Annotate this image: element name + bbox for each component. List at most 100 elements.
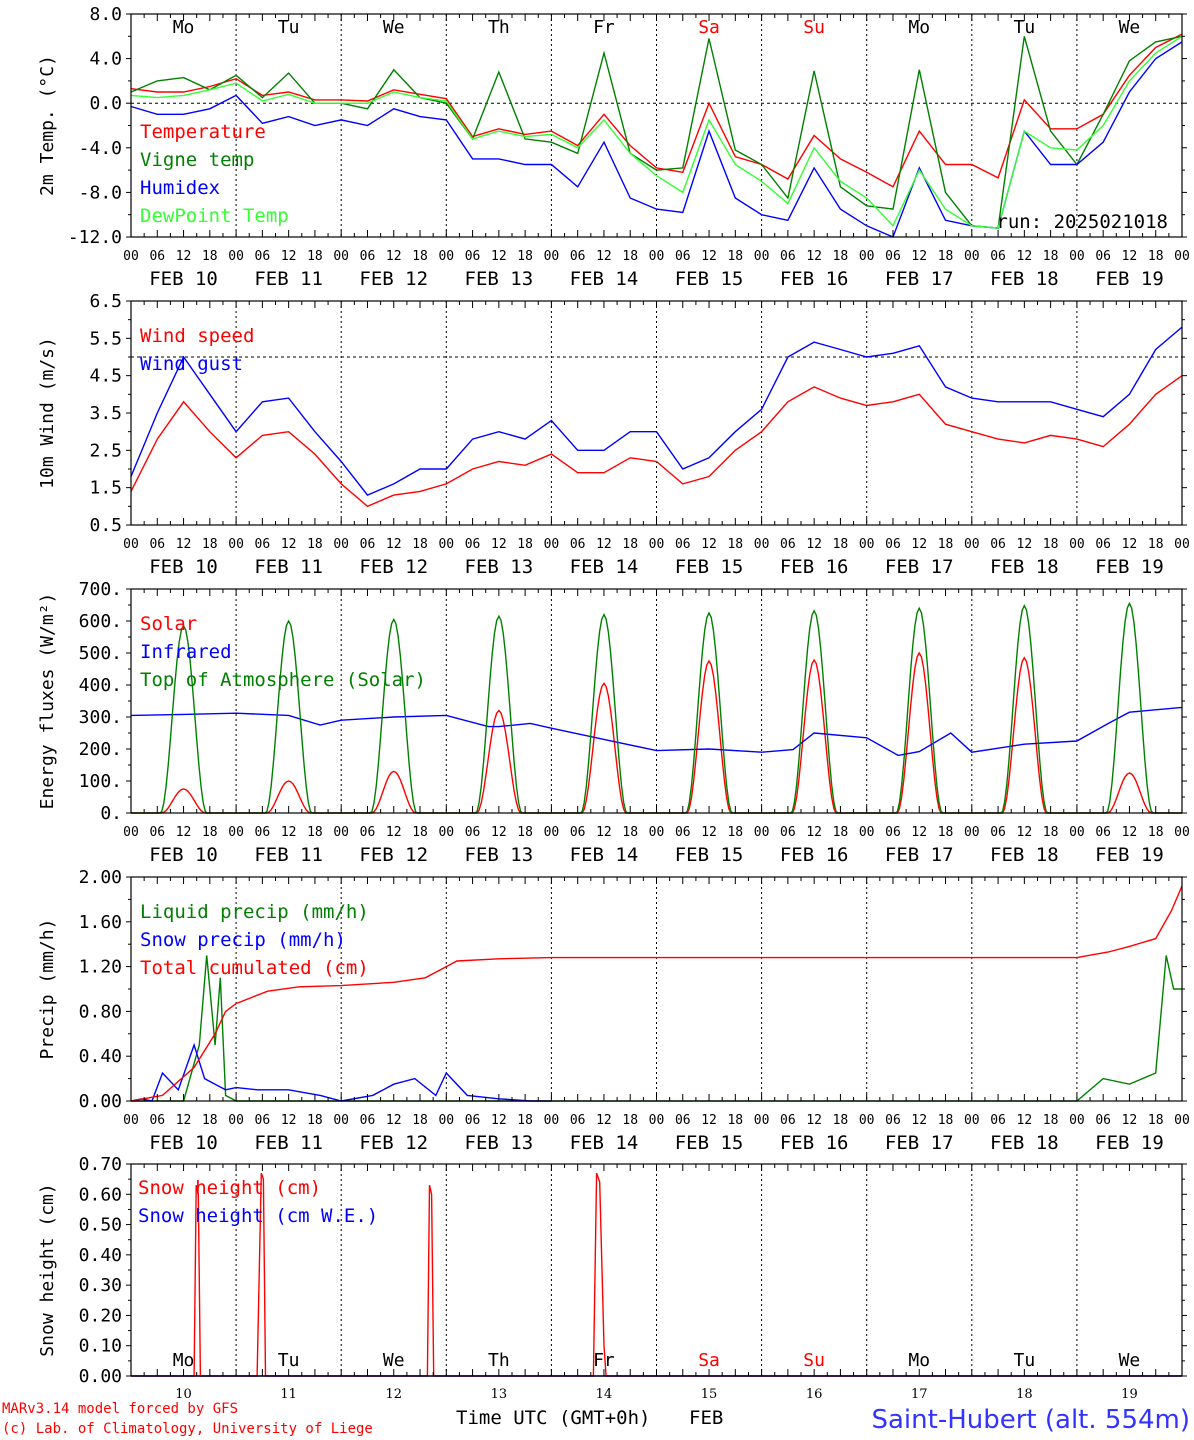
hour-label: 12 — [386, 249, 402, 264]
hour-label: 18 — [202, 537, 218, 552]
hour-label: 06 — [1095, 537, 1111, 552]
hour-label: 06 — [675, 825, 691, 840]
y-tick-label: 700. — [79, 579, 122, 600]
y-tick-label: 0.70 — [79, 1154, 122, 1175]
hour-label: 18 — [517, 249, 533, 264]
hour-label: 12 — [596, 825, 612, 840]
y-tick-label: 0.10 — [79, 1336, 122, 1357]
hour-label: 00 — [649, 249, 665, 264]
hour-label: 18 — [1148, 1113, 1164, 1128]
hour-label: 12 — [281, 1113, 297, 1128]
hour-label: 00 — [123, 1113, 139, 1128]
hour-label: 06 — [360, 537, 376, 552]
hour-label: 00 — [859, 1113, 875, 1128]
hour-label: 18 — [517, 825, 533, 840]
hour-label: 12 — [1122, 1113, 1138, 1128]
run-label: run: 2025021018 — [996, 211, 1168, 233]
hour-label: 06 — [885, 825, 901, 840]
date-label: FEB 15 — [675, 844, 744, 866]
legend-entry-1: Snow height (cm) — [138, 1177, 321, 1199]
hour-label: 18 — [727, 825, 743, 840]
y-axis-label: 10m Wind (m/s) — [37, 337, 58, 489]
weekday-label: Su — [803, 17, 825, 38]
hour-label: 12 — [806, 1113, 822, 1128]
hour-label: 12 — [806, 249, 822, 264]
hour-label: 12 — [491, 1113, 507, 1128]
y-tick-label: 8.0 — [89, 4, 122, 25]
weekday-label: Su — [803, 1350, 825, 1371]
hour-label: 00 — [544, 825, 560, 840]
hour-label: 06 — [990, 825, 1006, 840]
hour-label: 00 — [754, 1113, 770, 1128]
hour-label: 18 — [1043, 249, 1059, 264]
hour-label: 00 — [123, 825, 139, 840]
hour-label: 00 — [754, 825, 770, 840]
hour-label: 18 — [938, 825, 954, 840]
y-tick-label: 0.00 — [79, 1366, 122, 1387]
y-tick-label: 0.40 — [79, 1046, 122, 1067]
hour-label: 00 — [964, 249, 980, 264]
hour-label: 12 — [176, 249, 192, 264]
hour-label: 00 — [1069, 825, 1085, 840]
hour-label: 18 — [412, 249, 428, 264]
hour-label: 18 — [307, 249, 323, 264]
hour-label: 06 — [990, 1113, 1006, 1128]
hour-label: 12 — [491, 249, 507, 264]
date-label: FEB 15 — [675, 556, 744, 578]
hour-label: 06 — [360, 1113, 376, 1128]
y-tick-label: 0.50 — [79, 1215, 122, 1236]
date-label: FEB 17 — [885, 844, 954, 866]
hour-label: 00 — [228, 825, 244, 840]
date-label: FEB 10 — [149, 268, 218, 290]
weekday-label: We — [383, 17, 405, 38]
hour-label: 18 — [727, 1113, 743, 1128]
date-label: FEB 16 — [780, 268, 849, 290]
hour-label: 18 — [202, 825, 218, 840]
day-number-label: 16 — [806, 1387, 823, 1402]
legend-entry-2: Infrared — [140, 641, 232, 663]
hour-label: 12 — [701, 249, 717, 264]
hour-label: 06 — [780, 249, 796, 264]
date-label: FEB 10 — [149, 556, 218, 578]
hour-label: 18 — [833, 537, 849, 552]
hour-label: 00 — [544, 1113, 560, 1128]
panel-5: 0.70 0.60 0.50 0.40 0.30 0.20 0.10 0.00 Snow hei… — [37, 1154, 1187, 1402]
hour-label: 18 — [202, 1113, 218, 1128]
y-tick-label: 0.20 — [79, 1305, 122, 1326]
hour-label: 12 — [911, 825, 927, 840]
hour-label: 18 — [622, 1113, 638, 1128]
hour-label: 06 — [465, 249, 481, 264]
day-number-label: 12 — [385, 1387, 402, 1402]
hour-label: 06 — [570, 249, 586, 264]
legend-entry-3: Humidex — [140, 177, 220, 199]
y-tick-label: -4.0 — [79, 138, 122, 159]
time-axis-title: Time UTC (GMT+0h) — [456, 1407, 650, 1429]
hour-label: 06 — [1095, 249, 1111, 264]
hour-label: 00 — [754, 249, 770, 264]
hour-label: 06 — [360, 825, 376, 840]
hour-label: 06 — [149, 249, 165, 264]
date-label: FEB 10 — [149, 1132, 218, 1154]
y-tick-label: 300. — [79, 707, 122, 728]
date-label: FEB 12 — [359, 844, 428, 866]
hour-label: 12 — [596, 537, 612, 552]
hour-label: 18 — [622, 825, 638, 840]
date-label: FEB 15 — [675, 268, 744, 290]
hour-label: 12 — [386, 537, 402, 552]
date-label: FEB 13 — [465, 844, 534, 866]
y-tick-label: -12.0 — [68, 227, 122, 248]
date-label: FEB 19 — [1095, 844, 1164, 866]
hour-label: 12 — [1017, 537, 1033, 552]
hour-label: 00 — [333, 249, 349, 264]
date-label: FEB 11 — [254, 556, 323, 578]
hour-label: 00 — [438, 1113, 454, 1128]
hour-label: 00 — [964, 825, 980, 840]
hour-label: 18 — [622, 249, 638, 264]
hour-label: 06 — [149, 1113, 165, 1128]
hour-label: 18 — [938, 249, 954, 264]
hour-label: 18 — [307, 1113, 323, 1128]
date-label: FEB 13 — [465, 268, 534, 290]
date-label: FEB 18 — [990, 268, 1059, 290]
hour-label: 06 — [465, 1113, 481, 1128]
hour-label: 06 — [465, 537, 481, 552]
